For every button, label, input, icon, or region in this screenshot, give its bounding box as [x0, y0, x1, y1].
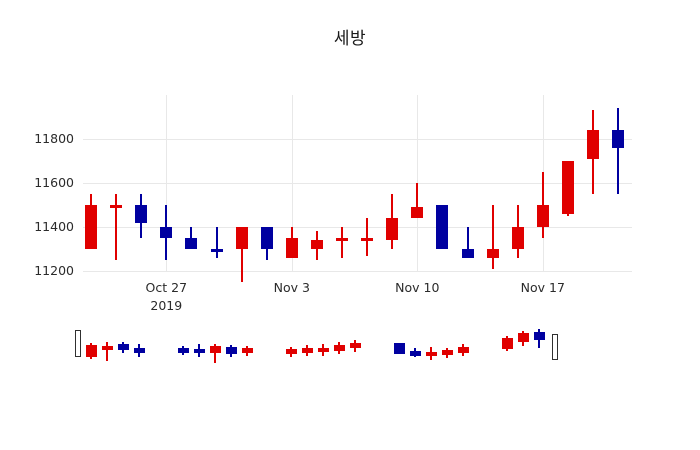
mini-candle-body: [225, 347, 237, 354]
y-tick-label-11400: 11400: [34, 219, 74, 234]
mini-candle-body: [349, 343, 361, 348]
candle-wick: [466, 227, 469, 258]
mini-candle-body: [457, 347, 469, 353]
mini-candle-body: [85, 345, 97, 357]
x-axis-year-label: 2019: [150, 298, 183, 313]
mini-candle-wick: [106, 342, 108, 361]
candle-wick: [341, 227, 343, 258]
mini-candle-body: [533, 332, 545, 340]
mini-candle-body: [75, 330, 81, 357]
x-tick-label-nov-17: Nov 17: [520, 280, 565, 295]
candle-body: [536, 205, 549, 227]
gridline-v-oct-27: [166, 95, 167, 271]
mini-candle-body: [133, 348, 145, 353]
candle-body: [486, 249, 499, 258]
candle-body: [336, 238, 348, 241]
candle-wick: [115, 194, 118, 260]
x-tick-label-nov-3: Nov 3: [273, 280, 310, 295]
mini-candle-body: [333, 345, 345, 351]
mini-candle-body: [241, 348, 253, 353]
mini-candle-body: [441, 350, 453, 355]
candle-body: [135, 205, 148, 223]
page-title: 세방: [333, 29, 367, 49]
mini-candle-body: [177, 348, 189, 353]
mini-candle-wick: [214, 344, 216, 363]
candle-body: [411, 207, 424, 219]
candle-wick: [215, 227, 218, 258]
mini-candle-body: [301, 348, 313, 353]
candle-body: [461, 249, 474, 258]
y-tick-label-11600: 11600: [34, 175, 74, 190]
candle-wick: [240, 227, 243, 282]
gridline-h-11200: [83, 271, 632, 272]
candle-body: [587, 130, 599, 159]
candle-body: [561, 161, 574, 214]
mini-candle-panel: [60, 326, 640, 378]
candle-body: [85, 205, 97, 249]
mini-candle-body: [552, 334, 558, 360]
price-panel: [83, 95, 632, 282]
mini-candle-body: [317, 348, 329, 352]
x-tick-label-nov-10: Nov 10: [395, 280, 440, 295]
candle-body: [160, 227, 173, 238]
candle-body: [612, 130, 625, 148]
candle-body: [386, 218, 399, 241]
gridline-h-11800: [83, 139, 632, 140]
candle-body: [260, 227, 273, 249]
candle-body: [210, 249, 223, 252]
candle-body: [511, 227, 524, 249]
mini-candle-body: [501, 338, 513, 349]
candle-body: [185, 238, 198, 249]
gridline-h-11400: [83, 227, 632, 228]
mini-candle-body: [285, 349, 297, 354]
x-tick-label-oct-27: Oct 27: [145, 280, 188, 295]
mini-candle-body: [425, 352, 437, 356]
candle-body: [436, 205, 449, 249]
mini-candle-body: [193, 349, 205, 353]
gridline-v-nov-3: [292, 95, 293, 271]
candle-body: [285, 238, 298, 258]
candle-wick: [617, 108, 620, 194]
mini-candle-body: [209, 346, 221, 353]
candle-wick: [366, 218, 369, 256]
candle-body: [310, 240, 323, 249]
y-tick-label-11200: 11200: [34, 263, 74, 278]
gridline-h-11600: [83, 183, 632, 184]
candle-body: [235, 227, 248, 249]
candle-wick: [491, 205, 494, 269]
mini-candle-body: [409, 351, 421, 356]
mini-candle-body: [101, 346, 113, 350]
candle-body: [110, 205, 123, 208]
candle-body: [361, 238, 374, 241]
candle-wick: [416, 183, 419, 219]
mini-candle-body: [393, 343, 405, 354]
mini-candle-body: [117, 344, 129, 350]
mini-candle-body: [517, 333, 529, 342]
y-tick-label-11800: 11800: [34, 131, 74, 146]
